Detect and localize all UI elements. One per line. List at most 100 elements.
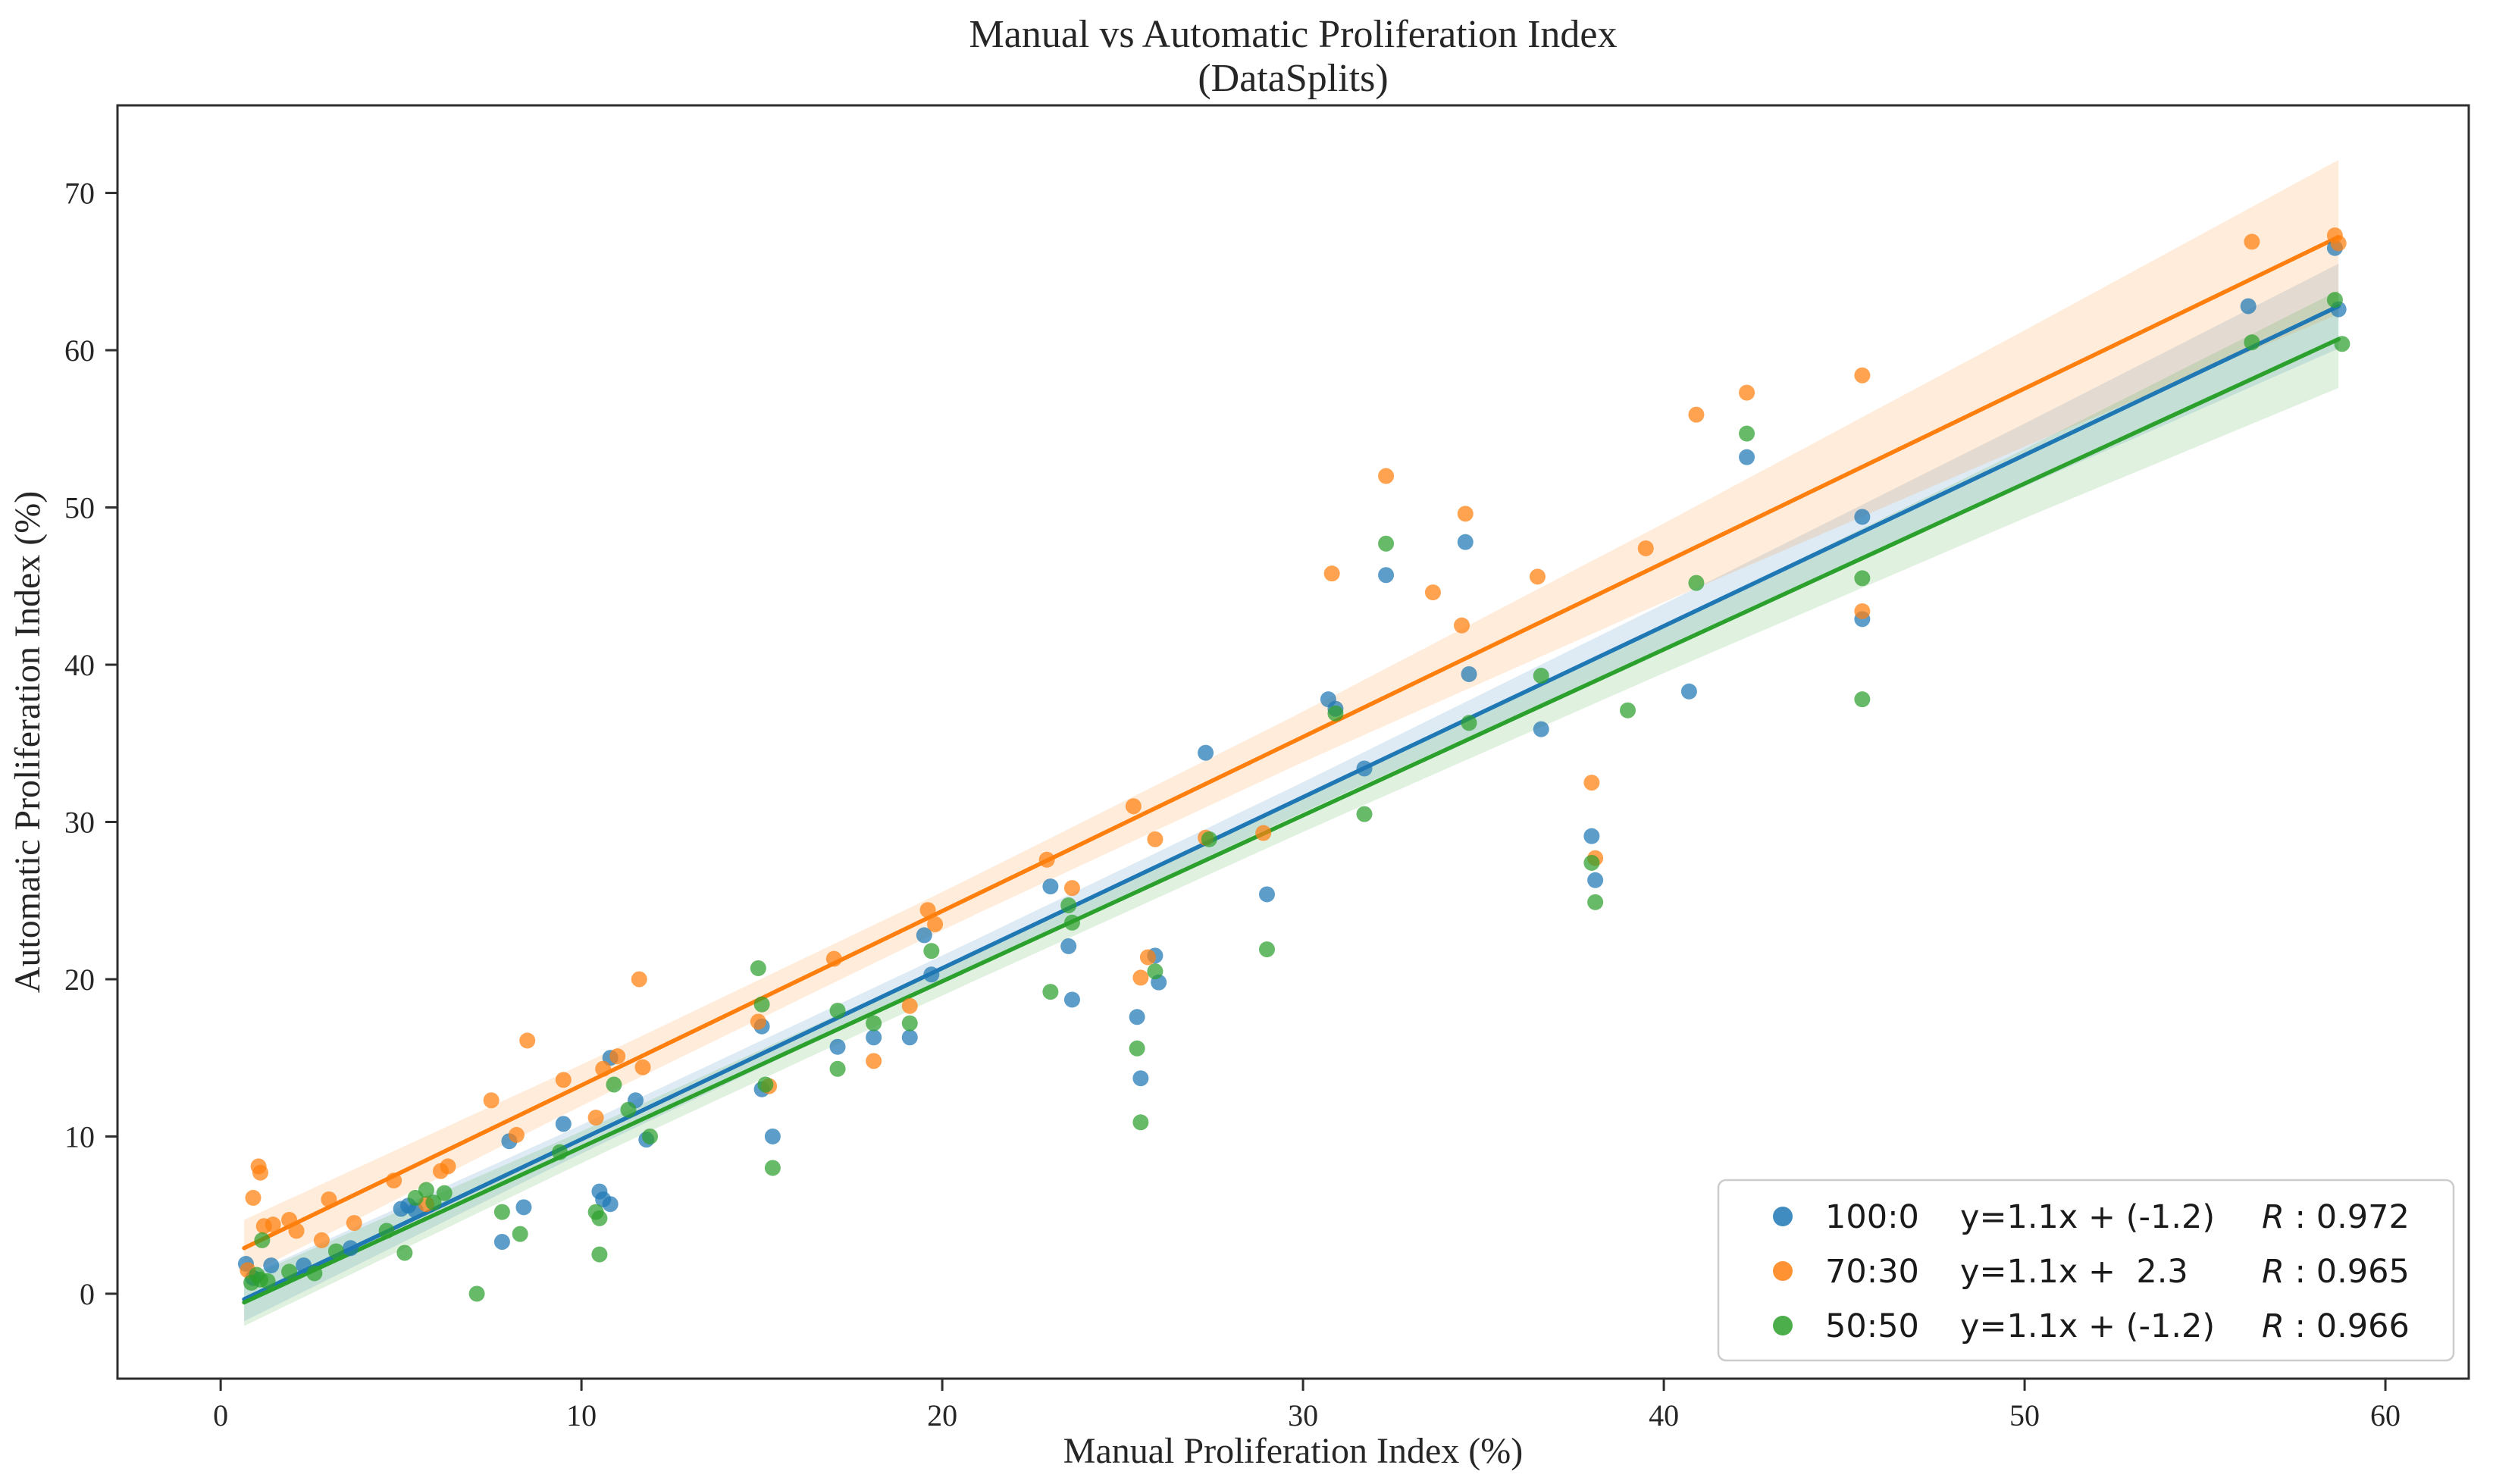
data-point-70:30 bbox=[866, 1053, 882, 1069]
data-point-100:0 bbox=[1680, 683, 1697, 700]
data-point-70:30 bbox=[265, 1216, 281, 1233]
data-point-70:30 bbox=[1583, 775, 1600, 791]
legend-split-label: 70:30 bbox=[1825, 1253, 1919, 1291]
legend-r-value: R : 0.966 bbox=[2262, 1307, 2410, 1345]
data-point-50:50 bbox=[1129, 1040, 1145, 1057]
data-point-50:50 bbox=[757, 1076, 774, 1093]
legend-row-70:30: 70:30 y=1.1x + 2.3 R : 0.965 bbox=[1773, 1253, 2410, 1291]
data-point-50:50 bbox=[591, 1246, 608, 1263]
data-point-50:50 bbox=[1132, 1114, 1149, 1131]
data-point-70:30 bbox=[386, 1172, 402, 1189]
data-point-70:30 bbox=[1688, 406, 1705, 423]
data-point-50:50 bbox=[306, 1265, 323, 1282]
data-point-70:30 bbox=[927, 916, 944, 932]
data-point-50:50 bbox=[418, 1182, 434, 1198]
data-point-50:50 bbox=[1583, 854, 1600, 871]
data-point-70:30 bbox=[1739, 384, 1755, 401]
data-point-50:50 bbox=[606, 1076, 622, 1093]
data-point-70:30 bbox=[508, 1126, 525, 1143]
data-point-70:30 bbox=[631, 971, 647, 988]
data-point-100:0 bbox=[263, 1257, 280, 1274]
data-point-100:0 bbox=[493, 1233, 510, 1250]
data-point-70:30 bbox=[321, 1191, 337, 1207]
data-point-50:50 bbox=[901, 1015, 918, 1032]
data-point-50:50 bbox=[378, 1223, 395, 1239]
data-point-100:0 bbox=[1533, 721, 1549, 737]
x-tick-label: 60 bbox=[2370, 1398, 2401, 1432]
data-point-50:50 bbox=[254, 1232, 271, 1248]
x-tick-label: 0 bbox=[213, 1398, 228, 1432]
data-point-50:50 bbox=[750, 960, 766, 976]
legend-split-label: 100:0 bbox=[1825, 1198, 1919, 1236]
data-point-100:0 bbox=[1854, 509, 1871, 525]
data-point-70:30 bbox=[919, 902, 936, 919]
legend-split-label: 50:50 bbox=[1825, 1307, 1919, 1345]
data-point-50:50 bbox=[1587, 894, 1604, 910]
data-point-50:50 bbox=[620, 1101, 637, 1118]
data-point-70:30 bbox=[595, 1060, 612, 1077]
data-point-70:30 bbox=[1323, 565, 1340, 582]
data-point-70:30 bbox=[252, 1164, 268, 1181]
data-point-50:50 bbox=[493, 1204, 510, 1220]
data-point-100:0 bbox=[1129, 1009, 1145, 1025]
y-tick-label: 10 bbox=[64, 1119, 95, 1154]
data-point-70:30 bbox=[1132, 969, 1149, 986]
data-point-70:30 bbox=[1063, 880, 1080, 897]
data-point-70:30 bbox=[1457, 506, 1474, 522]
data-point-100:0 bbox=[1587, 872, 1604, 888]
data-point-50:50 bbox=[1060, 897, 1077, 913]
data-point-50:50 bbox=[512, 1226, 528, 1242]
data-point-70:30 bbox=[1854, 603, 1871, 619]
data-point-70:30 bbox=[1038, 851, 1055, 868]
scatter-points bbox=[237, 227, 2350, 1302]
data-point-50:50 bbox=[829, 1002, 846, 1019]
legend-equation: y=1.1x + (-1.2) bbox=[1960, 1198, 2215, 1236]
plot-border bbox=[116, 104, 2470, 1380]
y-tick-label: 0 bbox=[80, 1277, 95, 1311]
y-tick-label: 50 bbox=[64, 491, 95, 525]
data-point-100:0 bbox=[764, 1128, 781, 1144]
legend-equation: y=1.1x + 2.3 bbox=[1960, 1253, 2188, 1291]
data-point-100:0 bbox=[1198, 744, 1214, 761]
x-tick-label: 10 bbox=[566, 1398, 597, 1432]
data-point-50:50 bbox=[1327, 705, 1344, 722]
data-point-70:30 bbox=[609, 1048, 626, 1065]
x-tick-label: 40 bbox=[1649, 1398, 1679, 1432]
data-point-70:30 bbox=[245, 1189, 262, 1206]
data-point-100:0 bbox=[1356, 760, 1373, 777]
confidence-band-100:0 bbox=[244, 263, 2339, 1322]
axes: 0 10 20 30 40 50 60 0 10 20 30 40 50 60 70 bbox=[64, 104, 2470, 1432]
data-point-50:50 bbox=[1356, 806, 1373, 822]
data-point-100:0 bbox=[923, 966, 940, 983]
y-axis-title: Automatic Proliferation Index (%) bbox=[8, 491, 48, 993]
data-point-50:50 bbox=[1042, 984, 1059, 1000]
regression-line-70:30 bbox=[242, 234, 2341, 1251]
data-point-50:50 bbox=[764, 1160, 781, 1176]
data-point-100:0 bbox=[1063, 991, 1080, 1008]
data-point-100:0 bbox=[1583, 828, 1600, 844]
data-point-50:50 bbox=[1147, 963, 1164, 980]
data-point-70:30 bbox=[634, 1059, 651, 1075]
y-tick-label: 70 bbox=[64, 177, 95, 211]
data-point-70:30 bbox=[288, 1223, 305, 1239]
data-point-70:30 bbox=[346, 1215, 362, 1232]
data-point-50:50 bbox=[1258, 941, 1275, 958]
data-point-100:0 bbox=[2240, 298, 2257, 315]
data-point-70:30 bbox=[1854, 367, 1871, 384]
data-point-50:50 bbox=[1533, 668, 1549, 684]
confidence-band-50:50 bbox=[244, 290, 2339, 1326]
data-point-70:30 bbox=[1378, 468, 1395, 484]
data-point-100:0 bbox=[866, 1029, 882, 1046]
data-point-50:50 bbox=[829, 1060, 846, 1077]
data-point-50:50 bbox=[1461, 715, 1477, 731]
data-point-50:50 bbox=[425, 1194, 442, 1211]
x-tick-label: 20 bbox=[927, 1398, 957, 1432]
data-point-50:50 bbox=[396, 1244, 413, 1261]
data-point-70:30 bbox=[825, 950, 842, 967]
y-tick-label: 30 bbox=[64, 806, 95, 840]
legend-box bbox=[1717, 1179, 2455, 1362]
regression-line-100:0 bbox=[242, 304, 2341, 1301]
data-point-70:30 bbox=[519, 1032, 536, 1049]
data-point-70:30 bbox=[2330, 235, 2347, 252]
data-point-50:50 bbox=[642, 1128, 659, 1144]
